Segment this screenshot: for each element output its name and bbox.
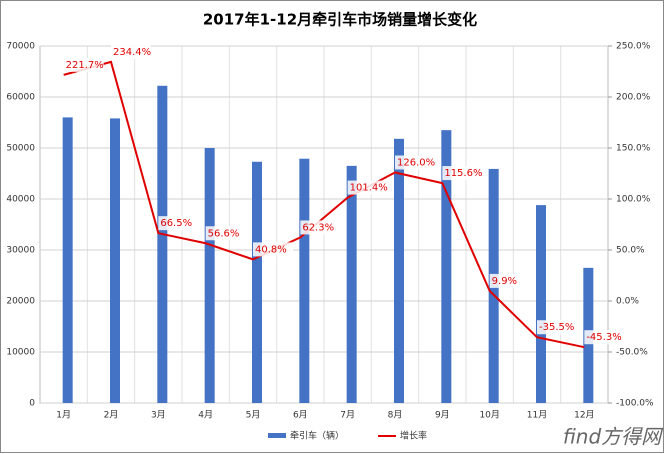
value-label-bg: [253, 242, 293, 257]
y2-tick-label: 50.0%: [616, 246, 645, 256]
y-tick-label: 20000: [6, 297, 35, 307]
value-label: -45.3%: [586, 332, 621, 343]
value-label: -35.5%: [539, 322, 574, 333]
x-tick-label: 9月: [435, 410, 450, 421]
bar: [346, 165, 357, 403]
y-tick-label: 50000: [6, 144, 35, 154]
y2-tick-label: -50.0%: [616, 348, 648, 358]
x-tick-label: 2月: [104, 410, 119, 421]
x-tick-label: 5月: [246, 410, 261, 421]
y2-tick-label: 0.0%: [616, 297, 639, 307]
x-tick-label: 1月: [56, 410, 71, 421]
value-label: 126.0%: [397, 157, 435, 168]
bar: [394, 138, 404, 403]
x-tick-label: 12月: [574, 410, 594, 421]
value-label-bg: [489, 273, 530, 288]
bar: [299, 158, 310, 403]
bar: [252, 161, 262, 403]
bar: [536, 205, 546, 403]
value-label-bg: [205, 226, 246, 241]
x-tick-label: 10月: [479, 410, 499, 421]
x-tick-label: 7月: [340, 410, 355, 421]
value-label-bg: [158, 216, 199, 231]
value-label-bg: [111, 44, 151, 59]
value-label: 40.8%: [255, 244, 287, 255]
legend-swatch: [268, 433, 286, 438]
bar: [441, 130, 452, 403]
y-tick-label: 60000: [6, 93, 35, 103]
value-label: 62.3%: [302, 222, 334, 233]
value-label-bg: [347, 180, 388, 195]
value-label: 115.6%: [444, 168, 482, 179]
value-label: 221.7%: [66, 60, 104, 71]
bar: [62, 117, 73, 404]
value-label: 234.4%: [113, 47, 151, 58]
value-label-bg: [395, 155, 435, 170]
legend-label: 牵引车（辆）: [290, 430, 344, 442]
x-tick-label: 3月: [151, 410, 166, 421]
value-label: 101.4%: [350, 183, 388, 194]
chart-title: 2017年1-12月牵引车市场销量增长变化: [203, 11, 477, 29]
value-label-bg: [442, 166, 483, 181]
x-tick-label: 4月: [198, 410, 213, 421]
line: [63, 60, 585, 349]
value-label: 66.5%: [160, 218, 192, 229]
x-tick-label: 8月: [388, 410, 403, 421]
y2-tick-label: 250.0%: [616, 42, 651, 52]
bar: [157, 85, 168, 403]
legend-label: 增长率: [400, 430, 427, 442]
y2-tick-label: 100.0%: [616, 195, 651, 205]
value-label-bg: [584, 330, 625, 345]
y-tick-label: 70000: [6, 42, 35, 52]
value-label-bg: [300, 220, 341, 235]
value-label: 9.9%: [492, 276, 517, 287]
y2-tick-label: 200.0%: [616, 93, 651, 103]
bar: [110, 118, 120, 404]
y-tick-label: 0: [29, 399, 35, 409]
value-label: 56.6%: [208, 228, 240, 239]
value-label-bg: [63, 57, 104, 72]
y2-tick-label: 150.0%: [616, 144, 651, 154]
y-tick-label: 40000: [6, 195, 35, 205]
y-tick-label: 10000: [6, 348, 35, 358]
bar: [204, 148, 215, 403]
logo: find方得网: [563, 425, 664, 449]
x-tick-label: 6月: [293, 410, 308, 421]
y-tick-label: 30000: [6, 246, 35, 256]
x-tick-label: 11月: [527, 410, 547, 421]
y2-tick-label: -100.0%: [616, 399, 654, 409]
value-label-bg: [537, 320, 577, 335]
